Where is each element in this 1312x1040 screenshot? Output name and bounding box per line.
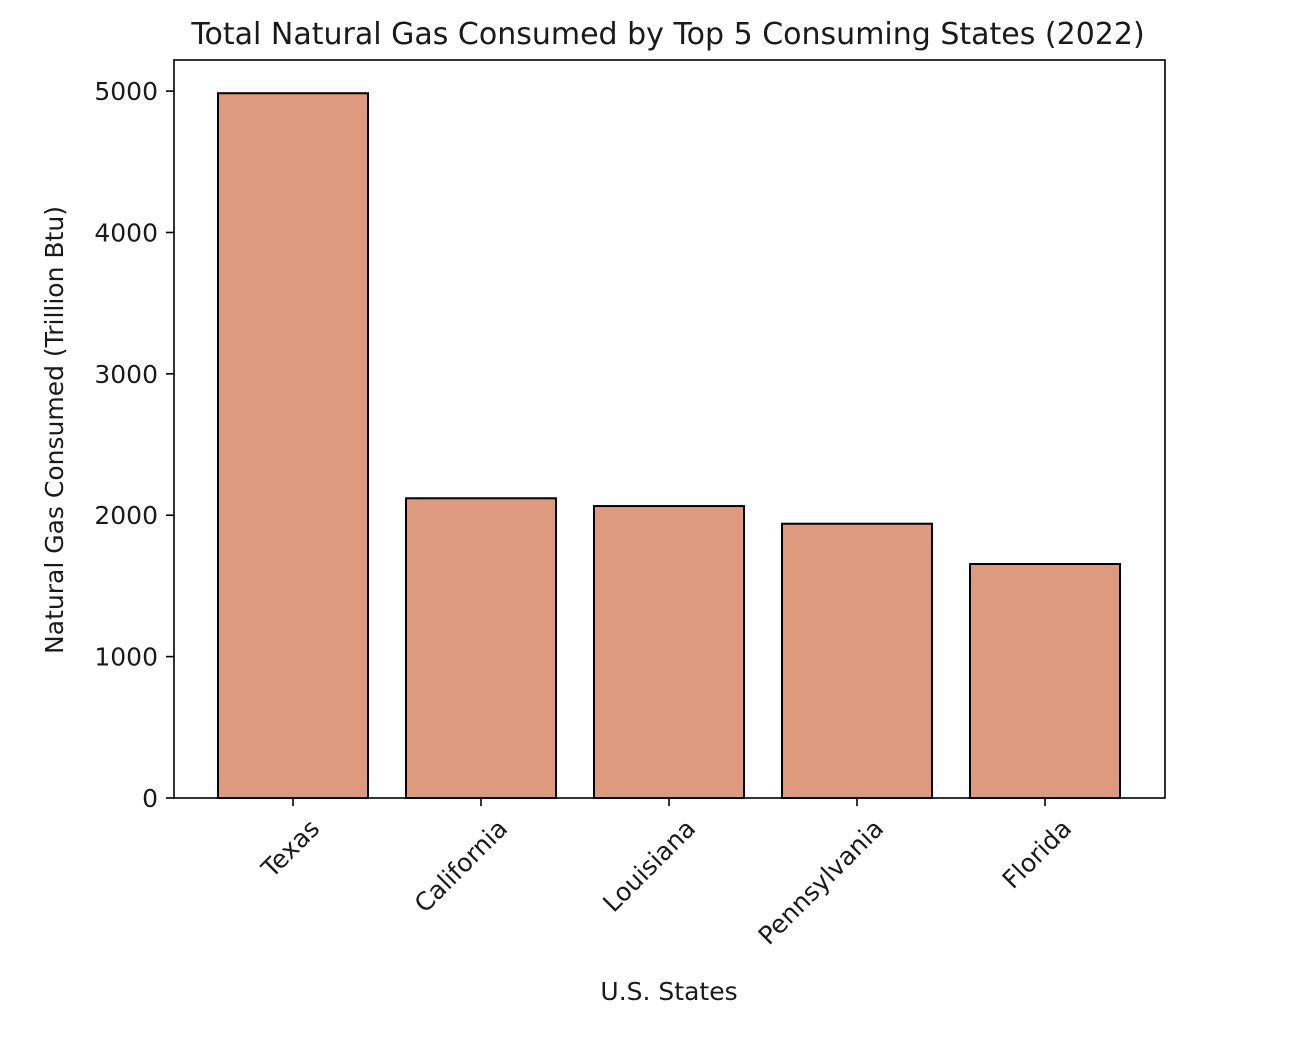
- x-tick-label: Louisiana: [597, 814, 701, 918]
- x-tick-label: Texas: [255, 814, 325, 884]
- x-tick-label: Pennsylvania: [753, 814, 890, 951]
- x-tick-label: Florida: [997, 814, 1078, 895]
- bar-louisiana: [593, 505, 745, 799]
- bar-florida: [969, 563, 1121, 799]
- chart-title: Total Natural Gas Consumed by Top 5 Cons…: [190, 17, 1144, 52]
- x-tick-label: California: [409, 814, 513, 918]
- x-axis-label: U.S. States: [600, 977, 737, 1006]
- bar-pennsylvania: [781, 522, 933, 799]
- y-tick-label: 2000: [94, 501, 158, 530]
- y-tick-label: 3000: [94, 360, 158, 389]
- bars-layer: [217, 92, 1121, 800]
- y-axis-label: Natural Gas Consumed (Trillion Btu): [40, 206, 69, 654]
- y-tick-label: 1000: [94, 643, 158, 672]
- bar-california: [405, 497, 557, 799]
- x-axis: Texas California Louisiana Pennsylvania Flor…: [255, 798, 1077, 950]
- bar-texas: [217, 92, 369, 800]
- y-tick-label: 0: [142, 784, 158, 813]
- y-axis: 0 1000 2000 3000 4000 5000: [94, 77, 174, 813]
- y-tick-label: 5000: [94, 77, 158, 106]
- y-tick-label: 4000: [94, 218, 158, 247]
